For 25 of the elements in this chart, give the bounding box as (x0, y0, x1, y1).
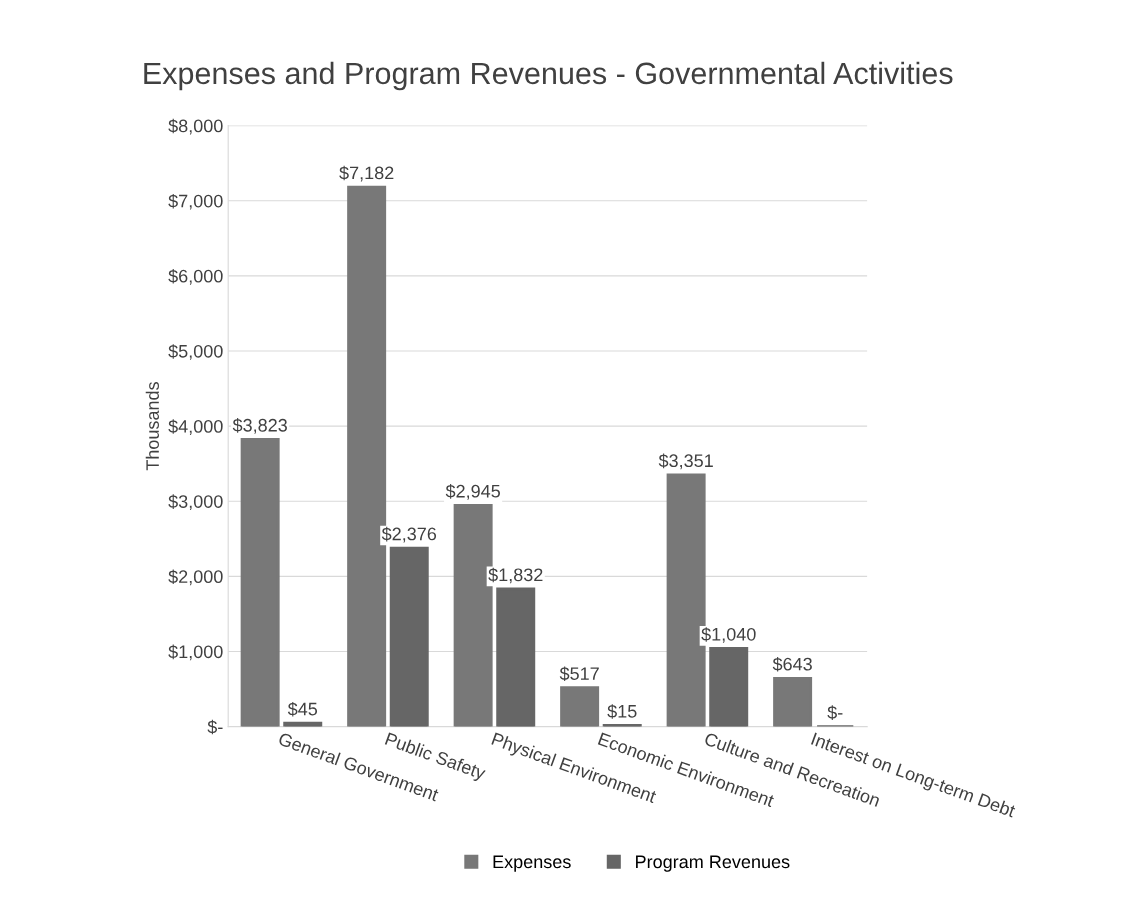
y-tick-label: $1,000 (168, 644, 223, 661)
y-tick-label: $4,000 (168, 419, 223, 435)
legend-label: Program Revenues (636, 855, 790, 872)
data-label: $1,040 (701, 627, 756, 643)
data-label: $517 (559, 666, 599, 682)
data-label: $7,182 (339, 165, 394, 182)
y-tick-label: $5,000 (168, 344, 223, 360)
y-tick-label: $2,000 (168, 569, 223, 586)
data-label: $3,823 (232, 418, 287, 434)
data-label: $3,351 (658, 453, 713, 470)
y-tick-label: $6,000 (168, 269, 223, 285)
data-label: $2,376 (381, 526, 437, 543)
y-tick-label: $8,000 (168, 118, 223, 135)
y-tick-label: $7,000 (168, 193, 223, 210)
data-label: $- (827, 705, 843, 720)
data-label: $643 (772, 656, 812, 672)
y-tick-label: $3,000 (168, 494, 223, 511)
y-axis-title: Thousands (145, 382, 159, 471)
legend-label: Expenses (493, 855, 571, 872)
chart-title: Expenses and Program Revenues - Governmental Activities (144, 61, 953, 91)
data-label: $1,832 (488, 567, 543, 584)
y-tick-label: $- (207, 719, 223, 735)
data-label: $2,945 (445, 484, 500, 500)
data-label: $45 (287, 701, 318, 717)
data-label: $15 (607, 704, 637, 719)
